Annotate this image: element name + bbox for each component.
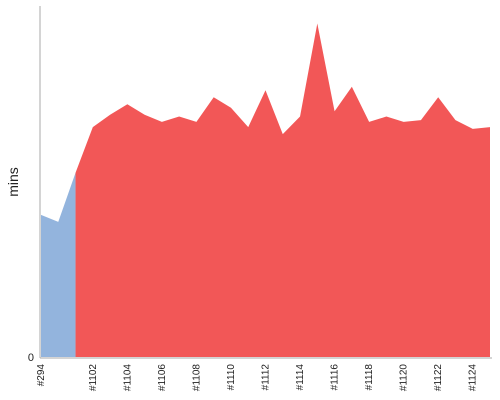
- x-tick-label: #1110: [226, 364, 237, 391]
- plot-areas: [41, 23, 490, 358]
- x-tick-labels: #294 #1102 #1104 #1106 #1108 #1110 #1112 #1114 #…: [36, 364, 479, 392]
- x-tick-label: #1112: [261, 364, 272, 391]
- x-tick-label: #1116: [330, 364, 341, 391]
- y-axis-label: mins: [5, 167, 21, 197]
- x-tick-label: #1114: [295, 364, 306, 391]
- y-tick-label: 0: [28, 352, 34, 364]
- x-tick-label: #1108: [191, 364, 202, 392]
- x-tick-label: #1118: [364, 364, 375, 391]
- series-area-1: [41, 172, 76, 357]
- x-tick-label: #1106: [157, 364, 168, 392]
- x-tick-label: #1122: [433, 364, 444, 392]
- series-area-2: [75, 23, 490, 358]
- x-tick-label: #1102: [88, 364, 99, 392]
- x-tick-label: #1124: [468, 364, 479, 392]
- x-tick-label: #1120: [399, 364, 410, 392]
- x-tick-label: #294: [36, 364, 47, 387]
- x-tick-label: #1104: [122, 364, 133, 392]
- y-tick-labels: 0: [28, 352, 34, 364]
